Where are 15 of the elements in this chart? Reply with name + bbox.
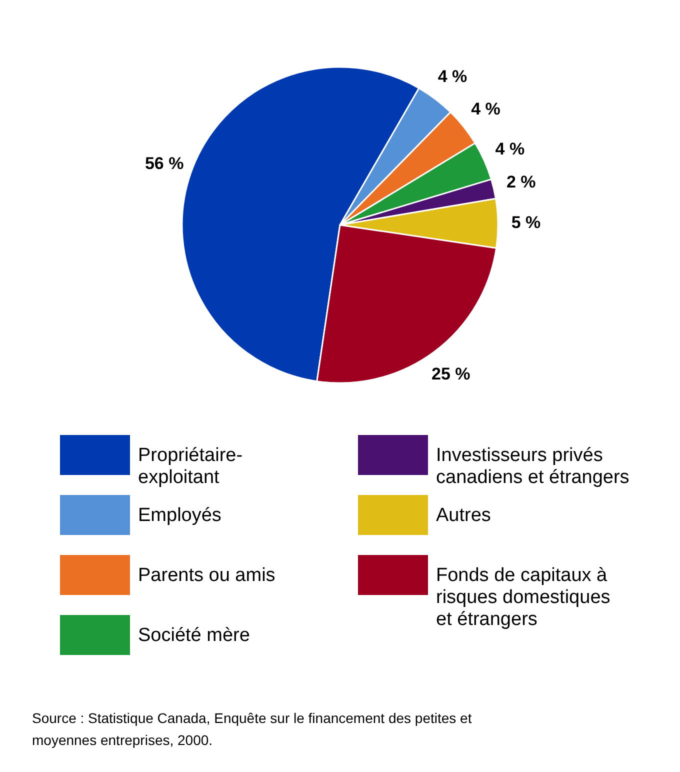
data-label: 2 % [506,172,536,192]
data-label: 4 % [495,139,525,158]
legend-label: Propriétaire- exploitant [138,445,243,488]
legend-label: Autres [436,505,491,526]
legend-label: Fonds de capitaux à risques domestiques et étrangers [436,565,610,630]
legend-label: Parents ou amis [138,565,276,586]
legend-label: Investisseurs privés canadiens et étrangers [436,445,630,488]
source-note: Source : Statistique Canada, Enquête sur le financement des petites et moyennes entreprises, 2000. [32,710,472,748]
data-label: 4 % [438,66,468,86]
data-label: 56 % [144,154,184,173]
data-label: 25 % [432,364,470,384]
data-label: 5 % [511,213,541,232]
data-label: 4 % [471,99,500,118]
legend-label: Employés [138,505,222,526]
legend-label: Société mère [138,625,250,646]
